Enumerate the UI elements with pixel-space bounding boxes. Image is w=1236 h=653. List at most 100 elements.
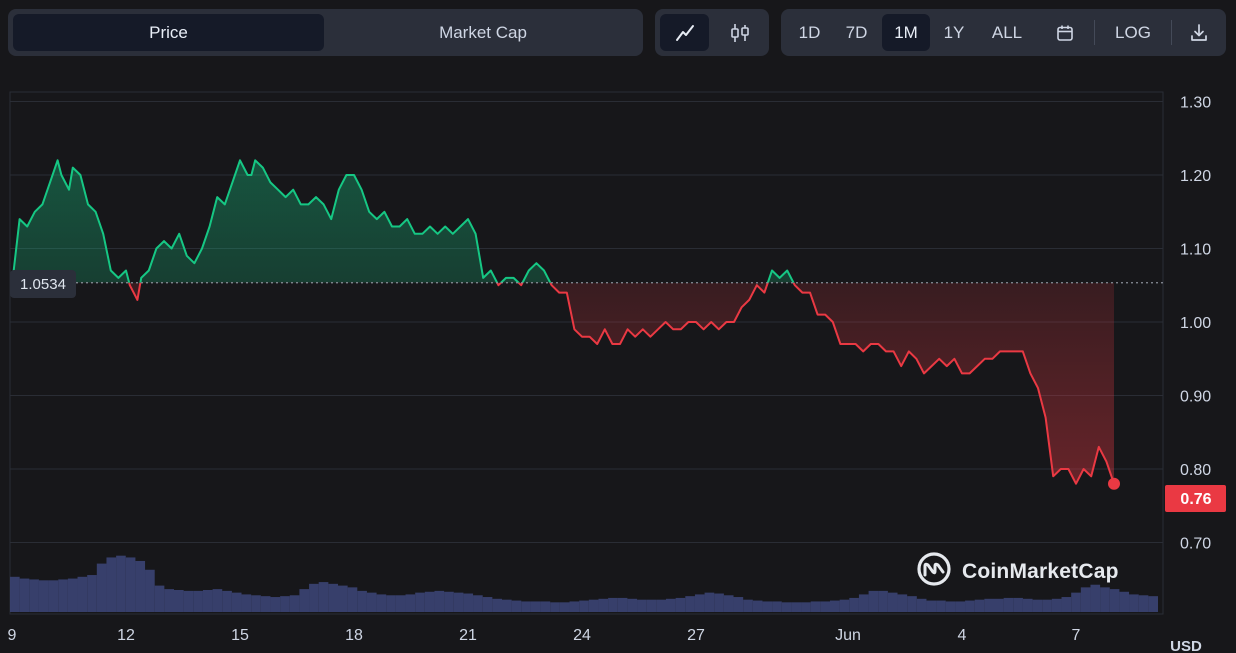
download-button[interactable] [1179, 14, 1219, 51]
volume-bar [723, 595, 734, 612]
volume-bar [318, 582, 329, 612]
price-area-down [12, 282, 1114, 484]
current-price-tag: 0.76 [1165, 485, 1226, 512]
volume-bar [67, 578, 78, 612]
volume-bar [328, 583, 338, 612]
coinmarketcap-watermark: CoinMarketCap [916, 551, 1119, 592]
volume-bar [366, 592, 377, 612]
volume-bar [569, 601, 580, 612]
volume-bar [1032, 599, 1043, 612]
plot-border [9, 91, 1164, 615]
volume-bar [280, 596, 290, 612]
volume-bar [1051, 598, 1062, 612]
price-area-up [12, 160, 1114, 283]
volume-bar [540, 601, 551, 612]
range-1m-button[interactable]: 1M [882, 14, 930, 51]
chart-type-group [655, 9, 769, 56]
volume-bar [1013, 597, 1023, 612]
volume-bar [444, 591, 454, 612]
line-chart-icon [675, 23, 695, 43]
x-tick-label: 9 [8, 627, 17, 644]
baseline-label-box [10, 270, 76, 298]
chart-toolbar: Price Market Cap 1D 7D 1M 1Y ALL [8, 9, 1226, 56]
range-group: 1D 7D 1M 1Y ALL LOG [781, 9, 1226, 56]
volume-bar [424, 591, 435, 612]
log-scale-button[interactable]: LOG [1115, 22, 1151, 42]
volume-bar [415, 592, 425, 612]
x-axis: 9 12 15 18 21 24 27 Jun 4 7 [8, 627, 1081, 644]
volume-bar [58, 579, 68, 612]
date-range-button[interactable] [1045, 14, 1085, 51]
volume-bar [752, 600, 763, 612]
volume-bar [694, 594, 705, 612]
volume-bar [1061, 597, 1072, 612]
volume-bar [1071, 592, 1081, 612]
candlestick-button[interactable] [715, 14, 764, 51]
current-price-tag-text: 0.76 [1180, 491, 1211, 508]
volume-bar [106, 557, 117, 612]
volume-bar [395, 595, 406, 612]
volume-bar [955, 601, 966, 612]
y-tick-label: 1.20 [1180, 168, 1211, 185]
volume-bar [154, 585, 165, 612]
volume-bar [666, 598, 676, 612]
volume-bar [781, 602, 792, 612]
volume-bar [1129, 594, 1139, 612]
volume-bar [1100, 587, 1110, 612]
volume-bar [10, 576, 20, 612]
price-area [12, 160, 1114, 484]
volume-bar [685, 596, 695, 612]
volume-bar [309, 583, 319, 612]
volume-bar [463, 593, 474, 612]
volume-bar [559, 602, 570, 612]
baseline-label-text: 1.0534 [20, 276, 66, 293]
volume-bar [231, 592, 242, 612]
volume-bar [222, 590, 232, 612]
volume-bar [1022, 598, 1033, 612]
volume-bar [1148, 596, 1158, 612]
volume-bar [347, 587, 358, 612]
volume-bar [270, 597, 281, 612]
y-tick-label: 1.10 [1180, 242, 1211, 259]
volume-bar [174, 590, 184, 612]
volume-bar [878, 590, 888, 612]
volume-bar [704, 592, 715, 612]
volume-bar [29, 579, 39, 612]
volume-bar [772, 601, 782, 612]
volume-bar [48, 580, 59, 612]
volume-bar [675, 597, 686, 612]
volume-bar [1042, 599, 1052, 612]
volume-bar [96, 563, 107, 612]
toolbar-divider [1171, 20, 1172, 45]
line-chart-button[interactable] [660, 14, 709, 51]
x-tick-label: 27 [687, 627, 705, 644]
volume-bar [714, 593, 724, 612]
volume-bar [926, 600, 937, 612]
volume-bar [743, 599, 753, 612]
volume-bar [145, 569, 155, 612]
volume-bar [1119, 591, 1130, 612]
tab-price[interactable]: Price [13, 14, 324, 51]
volume-bar [637, 599, 647, 612]
volume-bar [550, 602, 560, 612]
volume-bar [212, 589, 223, 612]
volume-bar [974, 599, 985, 612]
volume-bar [193, 590, 203, 612]
download-icon [1189, 23, 1209, 43]
range-1d-button[interactable]: 1D [798, 22, 821, 42]
current-price-dot [1108, 477, 1120, 490]
volume-bar [482, 597, 493, 612]
volume-bar [627, 598, 638, 612]
range-7d-button[interactable]: 7D [845, 22, 868, 42]
volume-bar [945, 601, 956, 612]
range-1y-button[interactable]: 1Y [943, 22, 965, 42]
volume-bar [376, 594, 387, 612]
x-tick-label: 7 [1072, 627, 1081, 644]
volume-bar [936, 600, 946, 612]
volume-bar [87, 575, 97, 612]
range-all-button[interactable]: ALL [991, 22, 1023, 42]
y-tick-label: 0.70 [1180, 536, 1211, 553]
tab-market-cap[interactable]: Market Cap [439, 22, 527, 42]
volume-bar [125, 557, 136, 612]
